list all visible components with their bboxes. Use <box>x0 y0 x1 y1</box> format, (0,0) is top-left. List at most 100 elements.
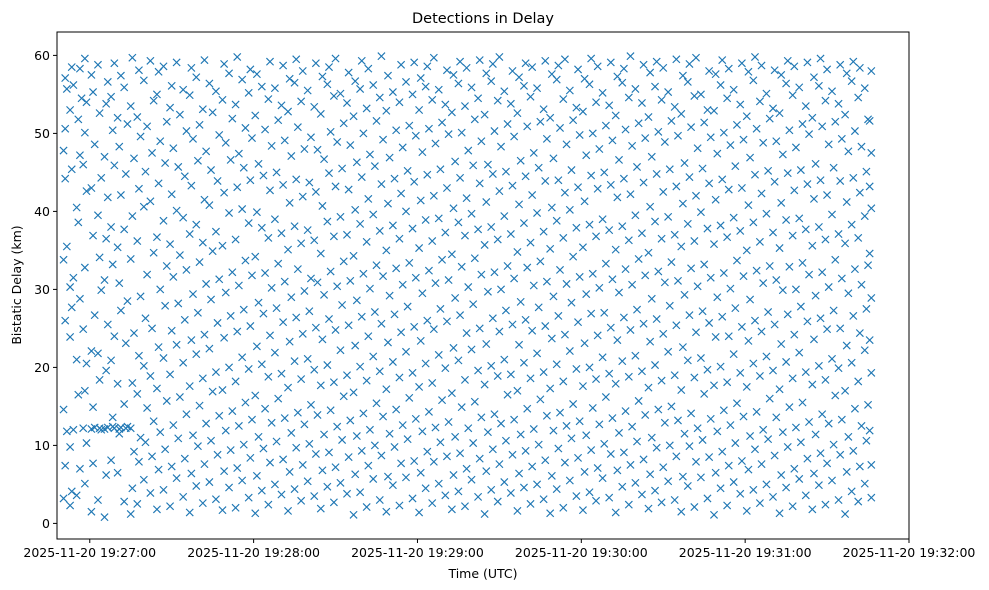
data-point <box>179 85 188 94</box>
data-point <box>270 348 279 357</box>
data-point <box>539 227 548 236</box>
data-point <box>831 255 840 264</box>
data-point <box>827 210 836 219</box>
data-point <box>338 164 347 173</box>
data-point <box>862 304 871 313</box>
data-point <box>195 401 204 410</box>
data-point <box>174 162 183 171</box>
data-point <box>752 407 761 416</box>
data-point <box>821 235 830 244</box>
data-point <box>788 502 797 511</box>
data-point <box>379 412 388 421</box>
data-point <box>744 336 753 345</box>
data-point <box>546 384 555 393</box>
data-point <box>477 137 486 146</box>
data-point <box>808 505 817 514</box>
data-point <box>284 107 293 116</box>
data-point <box>116 71 125 80</box>
data-point <box>264 372 273 381</box>
data-point <box>444 130 453 139</box>
data-point <box>390 310 399 319</box>
x-tick-label: 2025-11-20 19:29:00 <box>351 545 484 560</box>
data-point <box>562 140 571 149</box>
data-point <box>398 421 407 430</box>
data-point <box>87 347 96 356</box>
data-point <box>844 432 853 441</box>
data-point <box>261 125 270 134</box>
data-point <box>287 428 296 437</box>
data-point <box>613 466 622 475</box>
data-point <box>854 233 863 242</box>
plot-frame <box>56 31 910 540</box>
data-point <box>755 237 764 246</box>
data-point <box>331 54 340 63</box>
data-point <box>280 414 289 423</box>
data-point <box>823 459 832 468</box>
data-point <box>706 414 715 423</box>
data-point <box>134 66 143 75</box>
data-point <box>744 465 753 474</box>
data-point <box>816 176 825 185</box>
data-point <box>474 225 483 234</box>
data-point <box>297 375 306 384</box>
data-point <box>66 105 75 115</box>
data-point <box>231 100 240 109</box>
data-point <box>379 135 388 144</box>
data-point <box>90 140 99 149</box>
data-point <box>172 58 181 67</box>
data-point <box>270 84 279 93</box>
data-point <box>519 358 528 367</box>
data-point <box>382 246 391 255</box>
data-point <box>113 113 122 122</box>
data-point <box>652 443 661 452</box>
data-point <box>115 142 124 151</box>
data-point <box>729 213 738 222</box>
data-point <box>254 159 263 168</box>
data-point <box>673 276 682 285</box>
data-point <box>408 90 417 99</box>
data-point <box>156 428 165 437</box>
data-point <box>783 56 792 65</box>
data-point <box>324 448 333 457</box>
data-point <box>795 214 804 223</box>
data-point <box>574 318 583 327</box>
data-point <box>549 292 558 301</box>
data-point <box>80 479 89 488</box>
data-point <box>202 419 211 428</box>
data-point <box>369 81 378 90</box>
data-point <box>356 219 365 228</box>
data-point <box>369 474 378 483</box>
data-point <box>211 368 220 377</box>
data-point <box>482 69 491 78</box>
data-point <box>128 378 137 388</box>
data-point <box>646 470 655 479</box>
data-point <box>569 252 578 261</box>
data-point <box>515 73 524 82</box>
data-point <box>849 57 858 66</box>
data-point <box>601 121 610 130</box>
data-point <box>470 397 479 406</box>
data-point <box>565 86 574 95</box>
data-point <box>696 354 705 363</box>
data-point <box>172 340 181 349</box>
data-point <box>429 325 438 334</box>
data-point <box>267 141 276 150</box>
data-point <box>205 79 214 88</box>
data-point <box>89 88 98 97</box>
data-point <box>549 426 558 435</box>
y-tick-label: 50 <box>34 126 50 141</box>
data-point <box>587 309 596 318</box>
data-point <box>279 61 288 70</box>
data-point <box>62 427 71 436</box>
data-point <box>673 416 682 425</box>
data-point <box>837 274 846 283</box>
data-point <box>66 332 75 341</box>
data-point <box>192 73 201 82</box>
data-point <box>732 399 741 408</box>
data-point <box>369 210 378 219</box>
data-point <box>739 272 748 281</box>
data-point <box>159 216 168 225</box>
data-point <box>542 411 551 420</box>
data-point <box>572 492 581 501</box>
data-point <box>187 469 196 478</box>
